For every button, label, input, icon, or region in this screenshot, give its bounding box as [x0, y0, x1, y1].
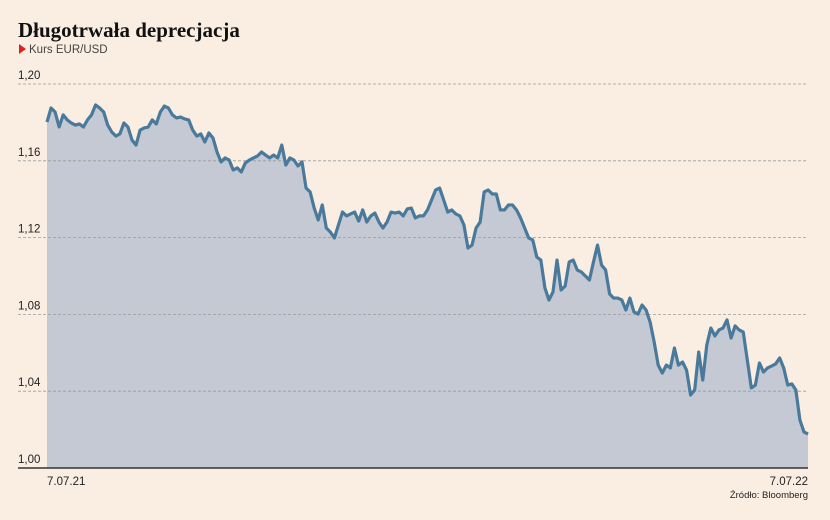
legend-marker: [19, 44, 26, 54]
x-tick-label: 7.07.21: [47, 476, 85, 488]
y-tick-label: 1,08: [18, 300, 40, 312]
x-tick-label: 7.07.22: [770, 476, 808, 488]
y-tick-label: 1,16: [18, 147, 40, 159]
y-tick-label: 1,12: [18, 224, 40, 236]
line: [45, 103, 809, 436]
y-tick-label: 1,20: [18, 70, 40, 82]
chart-subtitle: Kurs EUR/USD: [29, 44, 108, 56]
source: Źródło: Bloomberg: [730, 490, 808, 501]
chart-title: Długotrwała deprecjacja: [18, 18, 240, 42]
y-tick-label: 1,00: [18, 454, 40, 466]
area: [47, 104, 808, 469]
y-tick-label: 1,04: [18, 377, 41, 389]
